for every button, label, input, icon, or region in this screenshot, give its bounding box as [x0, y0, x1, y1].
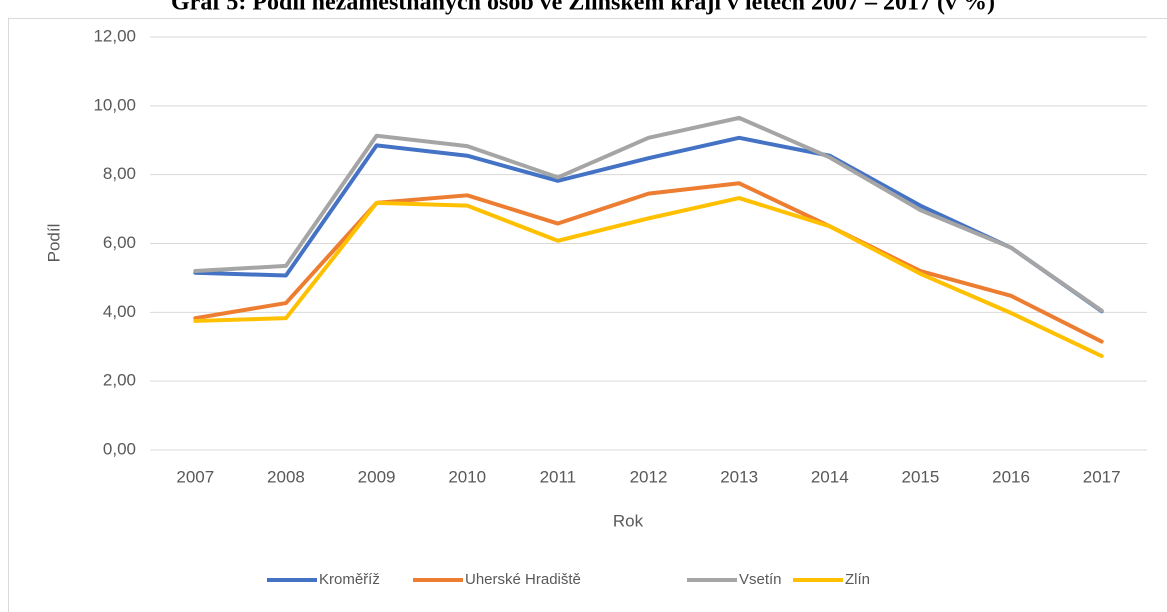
chart-frame: [8, 18, 1167, 612]
legend-label: Vsetín: [739, 571, 782, 588]
x-tick-label: 2012: [630, 467, 668, 486]
x-tick-label: 2013: [720, 467, 758, 486]
series-line: [193, 181, 1104, 344]
x-axis-label: Rok: [613, 511, 644, 530]
y-tick-label: 12,00: [93, 26, 136, 45]
y-tick-label: 0,00: [103, 439, 136, 458]
x-tick-label: 2014: [811, 467, 849, 486]
series-line: [193, 115, 1104, 313]
y-tick-label: 4,00: [103, 302, 136, 321]
x-tick-label: 2008: [267, 467, 305, 486]
y-axis-label: Podíl: [44, 224, 63, 263]
x-tick-label: 2009: [358, 467, 396, 486]
x-tick-label: 2015: [901, 467, 939, 486]
y-tick-label: 8,00: [103, 164, 136, 183]
y-tick-label: 2,00: [103, 371, 136, 390]
series-line: [193, 196, 1104, 359]
chart-title: Graf 5: Podíl nezaměstnaných osob ve Zlí…: [171, 0, 995, 16]
x-tick-label: 2011: [540, 467, 577, 486]
x-tick-label: 2017: [1083, 467, 1121, 486]
y-tick-label: 6,00: [103, 233, 136, 252]
legend-label: Zlín: [845, 571, 870, 588]
x-tick-label: 2016: [992, 467, 1030, 486]
y-tick-label: 10,00: [93, 95, 136, 114]
x-tick-label: 2010: [448, 467, 486, 486]
series-line: [193, 135, 1104, 314]
legend-label: Kroměříž: [319, 571, 380, 588]
legend-label: Uherské Hradiště: [465, 571, 581, 588]
x-tick-label: 2007: [176, 467, 214, 486]
